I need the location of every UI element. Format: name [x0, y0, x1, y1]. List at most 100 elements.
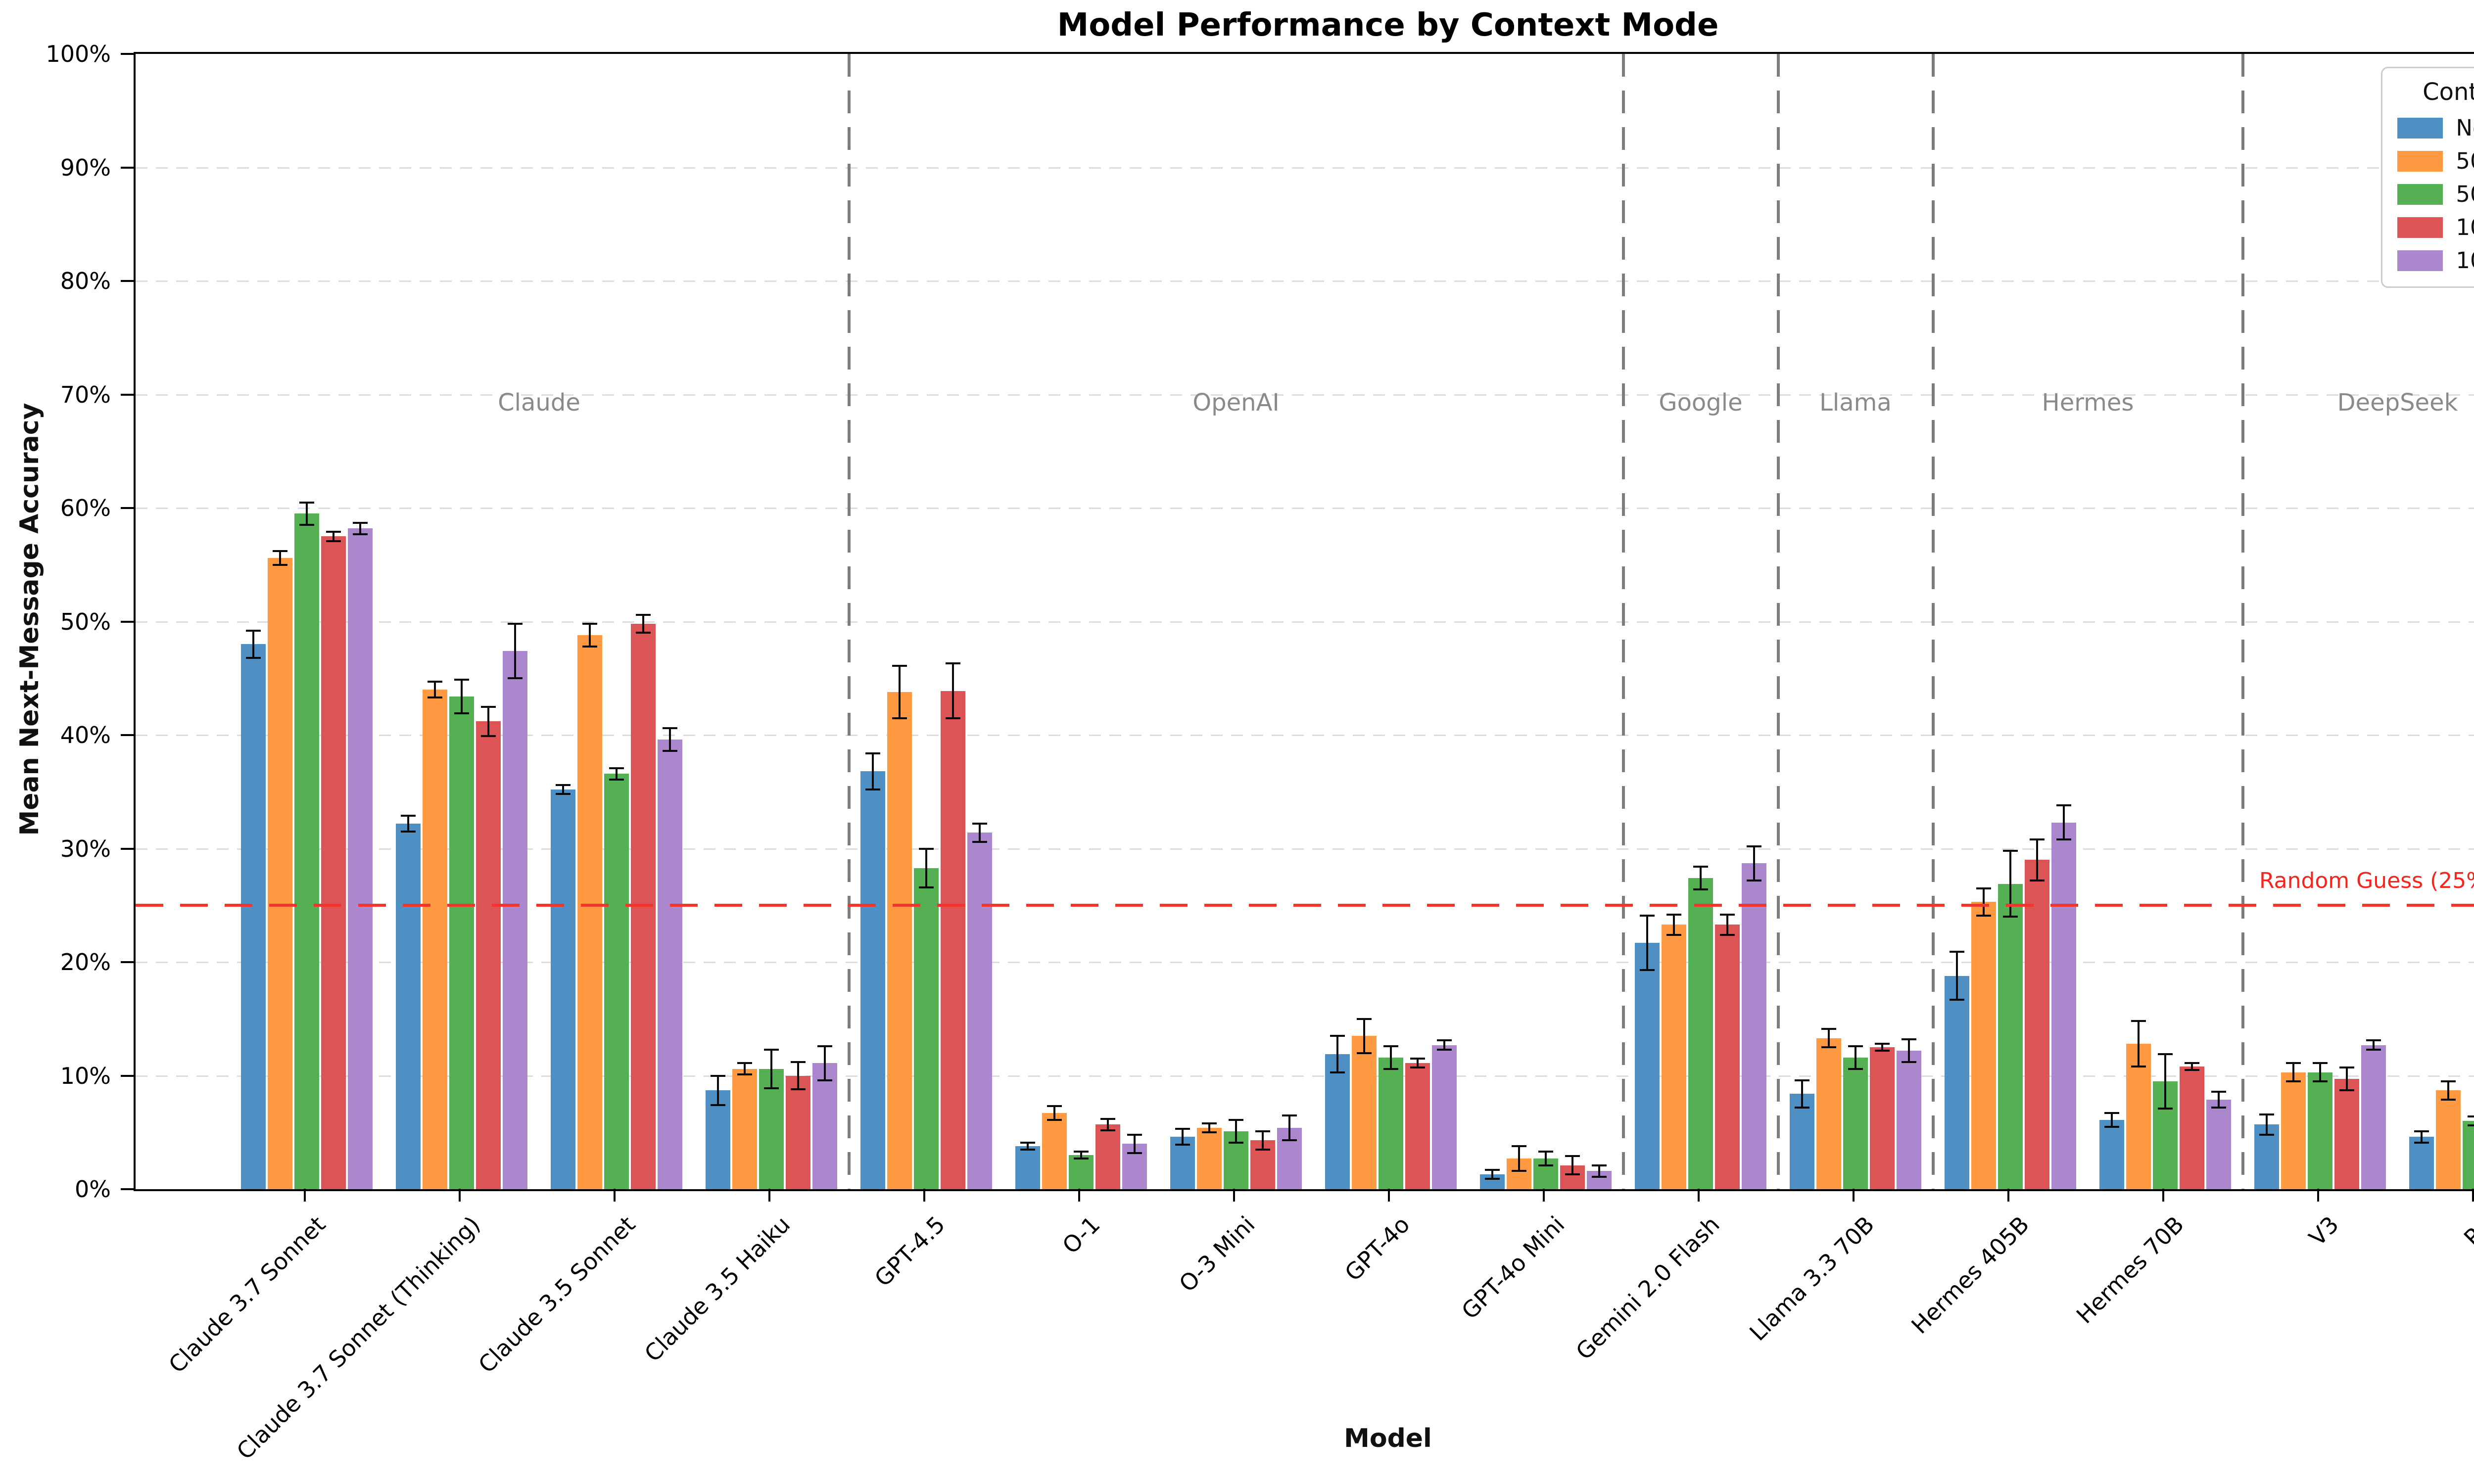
- bar: [2126, 1044, 2151, 1189]
- y-tick-label: 80%: [60, 268, 111, 294]
- error-bar: [1956, 952, 1958, 1000]
- error-bar: [797, 1062, 799, 1090]
- error-bar: [952, 663, 954, 718]
- y-tick-label: 20%: [60, 949, 111, 975]
- legend-label: 100 Summary: [2456, 247, 2474, 274]
- error-bar: [1390, 1046, 1392, 1069]
- error-bar-cap: [1512, 1145, 1526, 1147]
- error-bar: [1518, 1146, 1520, 1171]
- error-bar-cap: [2030, 838, 2045, 841]
- bar: [941, 691, 965, 1189]
- y-tick-label: 10%: [60, 1062, 111, 1089]
- error-bar: [872, 753, 874, 790]
- plot-area: Context Mode No Context 50 Raw 50 Summary 1…: [46, 41, 2474, 1203]
- error-bar-cap: [764, 1087, 779, 1089]
- error-bar-cap: [711, 1074, 725, 1077]
- error-bar-cap: [2414, 1141, 2429, 1144]
- error-bar-cap: [1127, 1133, 1142, 1136]
- bar: [1870, 1047, 1895, 1189]
- error-bar-cap: [892, 717, 907, 719]
- error-bar: [824, 1046, 826, 1080]
- error-bar-cap: [972, 840, 987, 843]
- error-bar-cap: [1202, 1131, 1217, 1134]
- error-bar: [1027, 1142, 1029, 1150]
- error-bar-cap: [1437, 1039, 1452, 1042]
- x-tick: [1853, 1189, 1855, 1202]
- bar: [1843, 1057, 1868, 1189]
- x-tick: [1078, 1189, 1080, 1202]
- error-bar: [1134, 1134, 1136, 1153]
- error-bar-cap: [273, 563, 287, 566]
- error-bar-cap: [2468, 1124, 2474, 1127]
- error-bar-cap: [556, 793, 571, 795]
- x-tick: [2007, 1189, 2009, 1202]
- bar: [1897, 1051, 1921, 1189]
- x-axis-label: Model: [1344, 1424, 1432, 1453]
- group-separator: [1931, 54, 1935, 1189]
- error-bar: [407, 815, 409, 832]
- x-tick: [1698, 1189, 1700, 1202]
- legend-item: 100 Raw: [2397, 214, 2474, 240]
- error-bar-cap: [1127, 1152, 1142, 1154]
- error-bar-cap: [1902, 1038, 1916, 1041]
- error-bar: [562, 785, 564, 794]
- error-bar-cap: [2414, 1130, 2429, 1132]
- legend-swatch-no-context: [2397, 117, 2443, 139]
- bar: [1816, 1038, 1841, 1189]
- error-bar-cap: [1175, 1144, 1190, 1146]
- y-tick: [121, 1074, 134, 1077]
- y-tick-label: 0%: [75, 1176, 111, 1203]
- error-bar-cap: [1666, 933, 1681, 936]
- error-bar-cap: [1565, 1155, 1580, 1158]
- gridline: [136, 735, 2474, 736]
- error-bar: [1288, 1115, 1290, 1141]
- legend-label: 50 Raw: [2456, 148, 2474, 174]
- group-label: OpenAI: [1192, 388, 1280, 417]
- error-bar-cap: [2286, 1062, 2301, 1065]
- x-tick: [1543, 1189, 1545, 1202]
- bar: [1042, 1113, 1067, 1189]
- error-bar-cap: [1255, 1148, 1270, 1151]
- bar: [321, 536, 346, 1189]
- bar: [2180, 1067, 2204, 1189]
- error-bar: [1235, 1120, 1237, 1143]
- error-bar-cap: [2158, 1053, 2173, 1055]
- error-bar: [1491, 1169, 1493, 1179]
- y-tick: [121, 53, 134, 55]
- bar: [1197, 1128, 1222, 1189]
- error-bar: [1571, 1156, 1573, 1175]
- error-bar-cap: [865, 752, 880, 754]
- error-bar-cap: [817, 1045, 832, 1047]
- error-bar-cap: [556, 784, 571, 786]
- x-tick-label-text: Gemini 2.0 Flash: [1570, 1211, 1725, 1365]
- gridline: [136, 1075, 2474, 1077]
- legend-swatch-50-raw: [2397, 150, 2443, 172]
- y-tick: [121, 961, 134, 963]
- error-bar: [2164, 1054, 2166, 1109]
- legend-label: 100 Raw: [2456, 214, 2474, 240]
- bar: [1635, 943, 1660, 1189]
- error-bar: [1080, 1152, 1082, 1159]
- error-bar-cap: [1821, 1046, 1836, 1049]
- error-bar: [1182, 1129, 1184, 1145]
- x-tick-label-text: Claude 3.5 Sonnet: [473, 1211, 641, 1379]
- group-label: Claude: [498, 388, 580, 417]
- error-bar: [2111, 1113, 2113, 1127]
- error-bar: [2138, 1021, 2140, 1067]
- bar: [1352, 1036, 1377, 1189]
- legend: Context Mode No Context 50 Raw 50 Summary 1…: [2381, 67, 2474, 288]
- bar: [1742, 863, 1766, 1189]
- error-bar: [2009, 851, 2011, 917]
- y-tick: [121, 847, 134, 850]
- error-bar: [979, 824, 981, 842]
- error-bar-cap: [2286, 1080, 2301, 1082]
- bar: [423, 690, 447, 1189]
- error-bar: [1673, 914, 1675, 935]
- error-bar-cap: [1383, 1045, 1398, 1047]
- bar: [732, 1068, 757, 1189]
- error-bar-cap: [663, 750, 677, 752]
- error-bar-cap: [2313, 1062, 2328, 1065]
- error-bar-cap: [1848, 1067, 1863, 1070]
- error-bar-cap: [481, 735, 496, 738]
- error-bar: [487, 706, 489, 737]
